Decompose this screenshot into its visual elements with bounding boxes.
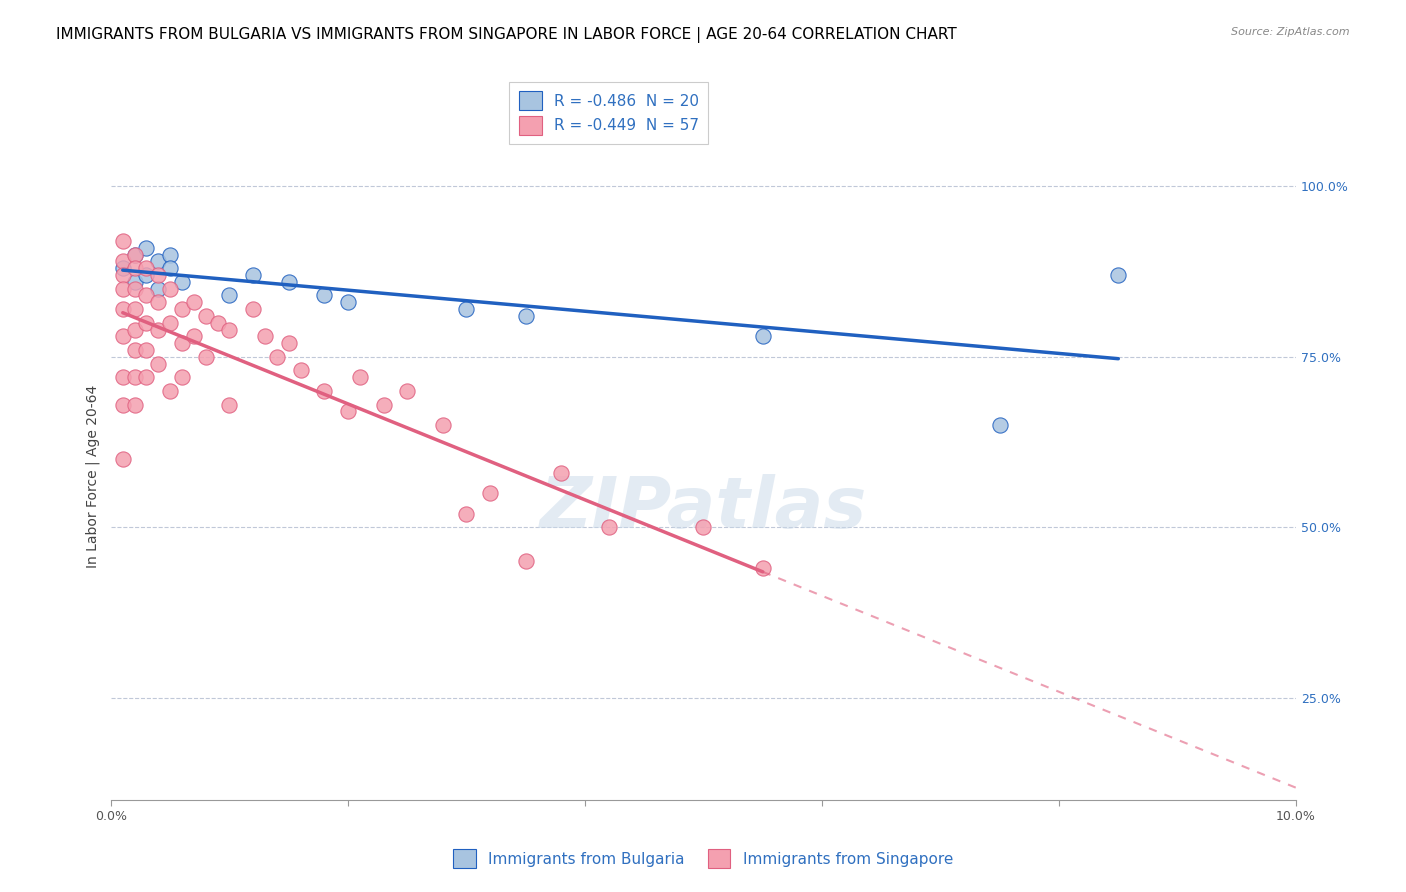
Point: [148, 282, 170, 296]
Point: [124, 370, 146, 384]
Point: [456, 507, 478, 521]
Point: [1107, 268, 1129, 282]
Point: [111, 370, 134, 384]
Point: [135, 241, 157, 255]
Point: [124, 247, 146, 261]
Point: [111, 329, 134, 343]
Point: [111, 254, 134, 268]
Point: [148, 268, 170, 282]
Point: [170, 336, 193, 351]
Point: [432, 417, 454, 432]
Point: [159, 247, 181, 261]
Point: [135, 288, 157, 302]
Point: [124, 282, 146, 296]
Point: [515, 554, 537, 568]
Point: [111, 452, 134, 467]
Point: [148, 254, 170, 268]
Point: [194, 309, 217, 323]
Point: [218, 398, 240, 412]
Point: [111, 268, 134, 282]
Text: ZIPatlas: ZIPatlas: [540, 474, 868, 543]
Point: [159, 384, 181, 398]
Point: [253, 329, 276, 343]
Point: [277, 275, 299, 289]
Point: [479, 486, 502, 500]
Point: [373, 398, 395, 412]
Point: [290, 363, 312, 377]
Point: [124, 301, 146, 316]
Point: [135, 261, 157, 276]
Point: [124, 343, 146, 357]
Point: [336, 404, 359, 418]
Point: [124, 261, 146, 276]
Point: [207, 316, 229, 330]
Point: [170, 275, 193, 289]
Point: [336, 295, 359, 310]
Point: [135, 268, 157, 282]
Point: [159, 282, 181, 296]
Point: [111, 261, 134, 276]
Point: [218, 288, 240, 302]
Point: [314, 288, 336, 302]
Point: [159, 261, 181, 276]
Point: [148, 322, 170, 336]
Point: [550, 466, 572, 480]
Point: [124, 275, 146, 289]
Point: [124, 398, 146, 412]
Legend: R = -0.486  N = 20, R = -0.449  N = 57: R = -0.486 N = 20, R = -0.449 N = 57: [509, 82, 707, 144]
Point: [456, 301, 478, 316]
Point: [692, 520, 714, 534]
Point: [170, 301, 193, 316]
Point: [598, 520, 620, 534]
Point: [752, 561, 775, 575]
Point: [349, 370, 371, 384]
Point: [242, 268, 264, 282]
Point: [111, 234, 134, 248]
Point: [135, 343, 157, 357]
Text: IMMIGRANTS FROM BULGARIA VS IMMIGRANTS FROM SINGAPORE IN LABOR FORCE | AGE 20-64: IMMIGRANTS FROM BULGARIA VS IMMIGRANTS F…: [56, 27, 957, 43]
Point: [988, 417, 1011, 432]
Point: [124, 322, 146, 336]
Point: [159, 316, 181, 330]
Point: [266, 350, 288, 364]
Point: [135, 370, 157, 384]
Y-axis label: In Labor Force | Age 20-64: In Labor Force | Age 20-64: [86, 384, 100, 568]
Point: [111, 282, 134, 296]
Point: [135, 316, 157, 330]
Point: [277, 336, 299, 351]
Point: [218, 322, 240, 336]
Point: [148, 295, 170, 310]
Point: [111, 398, 134, 412]
Point: [183, 329, 205, 343]
Text: Source: ZipAtlas.com: Source: ZipAtlas.com: [1232, 27, 1350, 37]
Legend: Immigrants from Bulgaria, Immigrants from Singapore: Immigrants from Bulgaria, Immigrants fro…: [446, 841, 960, 875]
Point: [242, 301, 264, 316]
Point: [396, 384, 419, 398]
Point: [314, 384, 336, 398]
Point: [170, 370, 193, 384]
Point: [124, 247, 146, 261]
Point: [148, 357, 170, 371]
Point: [183, 295, 205, 310]
Point: [194, 350, 217, 364]
Point: [515, 309, 537, 323]
Point: [752, 329, 775, 343]
Point: [111, 301, 134, 316]
